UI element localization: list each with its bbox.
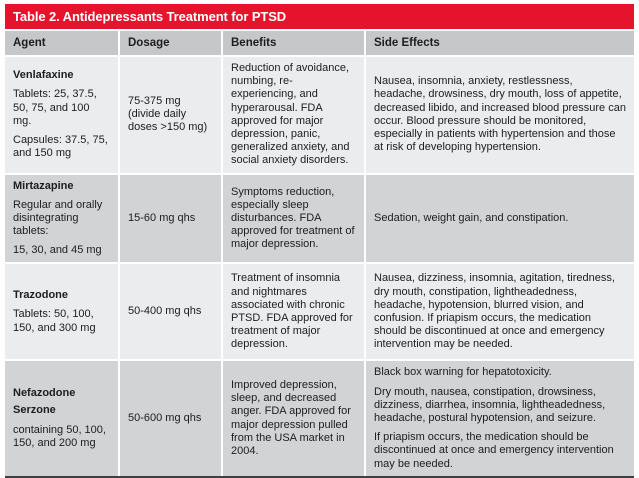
dosage-cell: 15-60 mg qhs [120, 174, 221, 263]
column-header-dosage: Dosage [120, 31, 221, 55]
side-effects-cell: Nausea, insomnia, anxiety, restlessness,… [366, 57, 634, 173]
benefits-text: Symptoms reduction, especially sleep dis… [231, 185, 355, 251]
agent-detail: Regular and orally disintegrating tablet… [13, 198, 103, 238]
side-effects-text: Black box warning for hepatotoxicity. [374, 366, 552, 379]
dosage-text: 50-600 mg qhs [128, 412, 202, 424]
side-effects-text: Sedation, weight gain, and constipation. [374, 211, 569, 224]
agent-cell: Nefazodone Serzone containing 50, 100, 1… [5, 361, 118, 476]
column-header-benefits: Benefits [223, 31, 364, 55]
benefits-text: Treatment of insomnia and nightmares ass… [231, 272, 353, 351]
dosage-cell: 50-600 mg qhs [120, 361, 221, 476]
side-effects-text: Nausea, insomnia, anxiety, restlessness,… [374, 75, 626, 154]
dosage-cell: 50-400 mg qhs [120, 264, 221, 360]
benefits-cell: Reduction of avoidance, numbing, re-expe… [223, 57, 364, 173]
side-effects-cell: Nausea, dizziness, insomnia, agitation, … [366, 264, 634, 360]
side-effects-text: Nausea, dizziness, insomnia, agitation, … [374, 272, 615, 351]
agent-detail: containing 50, 100, 150, and 200 mg [13, 423, 106, 449]
dosage-text: 15-60 mg qhs [128, 211, 196, 224]
side-effects-text: If priapism occurs, the medication shoul… [374, 431, 614, 470]
table-title: Table 2. Antidepressants Treatment for P… [5, 4, 634, 29]
agent-detail: Tablets: 25, 37.5, 50, 75, and 100 mg. [13, 88, 97, 127]
table-grid: Agent Dosage Benefits Side Effects Venla… [5, 31, 634, 478]
benefits-text: Reduction of avoidance, numbing, re-expe… [231, 62, 350, 167]
drug-name: Serzone [13, 404, 56, 417]
antidepressants-ptsd-table: Table 2. Antidepressants Treatment for P… [5, 4, 634, 478]
agent-cell: Mirtazapine Regular and orally disintegr… [5, 174, 118, 263]
agent-detail: Capsules: 37.5, 75, and 150 mg [13, 133, 108, 160]
agent-cell: Trazodone Tablets: 50, 100, 150, and 300… [5, 264, 118, 360]
side-effects-cell: Sedation, weight gain, and constipation. [366, 174, 634, 263]
dosage-text: 75-375 mg (divide daily doses >150 mg) [128, 94, 208, 134]
column-header-side-effects: Side Effects [366, 31, 634, 55]
dosage-text: 50-400 mg qhs [128, 305, 202, 318]
side-effects-cell: Black box warning for hepatotoxicity. Dr… [366, 361, 634, 476]
agent-detail: 15, 30, and 45 mg [13, 244, 102, 257]
drug-name: Venlafaxine [13, 69, 74, 82]
drug-name: Trazodone [13, 289, 69, 302]
benefits-text: Improved depression, sleep, and decrease… [231, 379, 351, 457]
agent-cell: Venlafaxine Tablets: 25, 37.5, 50, 75, a… [5, 57, 118, 173]
column-header-agent: Agent [5, 31, 118, 55]
agent-detail: Tablets: 50, 100, 150, and 300 mg [13, 308, 96, 334]
benefits-cell: Improved depression, sleep, and decrease… [223, 361, 364, 476]
side-effects-text: Dry mouth, nausea, constipation, drowsin… [374, 385, 606, 424]
benefits-cell: Symptoms reduction, especially sleep dis… [223, 174, 364, 263]
drug-name: Mirtazapine [13, 179, 74, 192]
drug-name: Nefazodone [13, 387, 76, 400]
benefits-cell: Treatment of insomnia and nightmares ass… [223, 264, 364, 360]
dosage-cell: 75-375 mg (divide daily doses >150 mg) [120, 57, 221, 173]
